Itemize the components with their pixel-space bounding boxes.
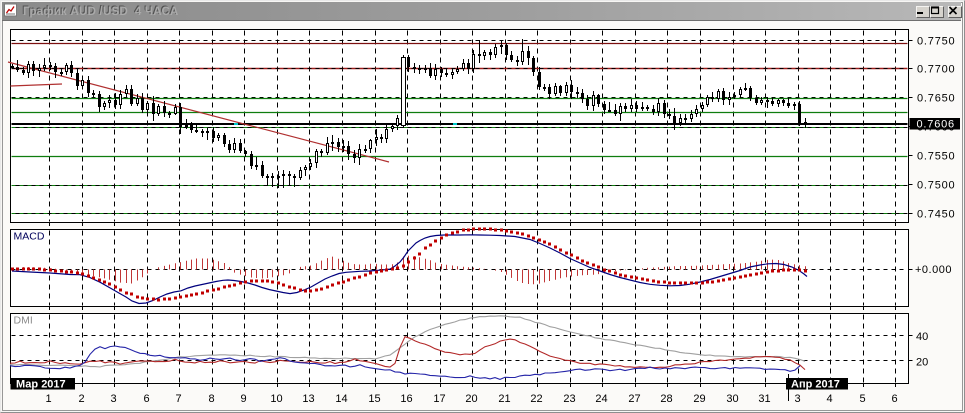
svg-text:1: 1: [45, 393, 51, 405]
svg-text:31: 31: [758, 393, 770, 405]
svg-text:17: 17: [433, 393, 445, 405]
svg-text:6: 6: [143, 393, 149, 405]
svg-text:40: 40: [916, 331, 928, 343]
svg-text:20: 20: [465, 393, 477, 405]
svg-text:30: 30: [726, 393, 738, 405]
svg-text:24: 24: [595, 393, 607, 405]
svg-text:15: 15: [368, 393, 380, 405]
svg-text:23: 23: [563, 393, 575, 405]
svg-text:0.7606: 0.7606: [917, 119, 955, 131]
svg-text:0.7500: 0.7500: [917, 180, 955, 192]
svg-text:Апр 2017: Апр 2017: [791, 379, 840, 391]
svg-text:+0.000: +0.000: [915, 264, 952, 276]
svg-text:7: 7: [175, 393, 181, 405]
svg-text:0.7550: 0.7550: [917, 151, 955, 163]
svg-text:4: 4: [826, 393, 832, 405]
svg-text:5: 5: [859, 393, 865, 405]
svg-text:14: 14: [335, 393, 347, 405]
svg-text:9: 9: [240, 393, 246, 405]
svg-text:MACD: MACD: [14, 231, 45, 243]
svg-text:0.7650: 0.7650: [917, 93, 955, 105]
svg-text:0.7450: 0.7450: [917, 209, 955, 221]
svg-text:8: 8: [208, 393, 214, 405]
svg-text:27: 27: [628, 393, 640, 405]
svg-text:0.7750: 0.7750: [917, 36, 955, 48]
svg-text:2: 2: [78, 393, 84, 405]
svg-text:13: 13: [302, 393, 314, 405]
svg-text:21: 21: [498, 393, 510, 405]
svg-text:3: 3: [794, 393, 800, 405]
svg-text:16: 16: [400, 393, 412, 405]
svg-text:Мар 2017: Мар 2017: [16, 379, 66, 391]
svg-text:6: 6: [891, 393, 897, 405]
svg-text:29: 29: [693, 393, 705, 405]
svg-text:10: 10: [270, 393, 282, 405]
svg-text:0.7700: 0.7700: [917, 64, 955, 76]
svg-text:3: 3: [110, 393, 116, 405]
svg-text:20: 20: [916, 357, 928, 369]
svg-text:28: 28: [660, 393, 672, 405]
svg-text:DMI: DMI: [14, 315, 33, 327]
svg-text:22: 22: [530, 393, 542, 405]
